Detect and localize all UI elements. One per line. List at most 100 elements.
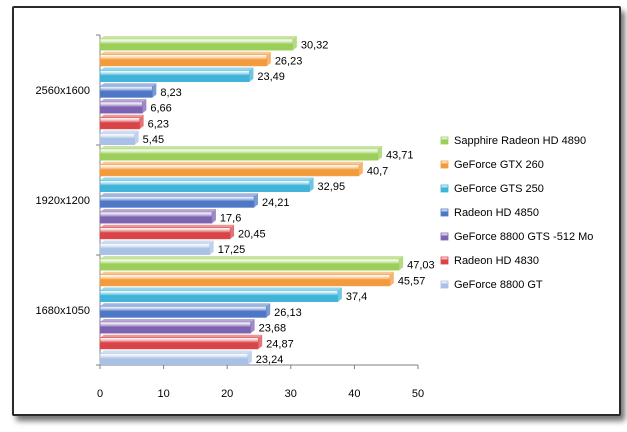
bar-side-face bbox=[211, 209, 216, 224]
data-label: 6,23 bbox=[148, 118, 169, 130]
bar bbox=[99, 133, 135, 145]
legend-label: GeForce GTS 250 bbox=[454, 183, 544, 195]
bar-side-face bbox=[142, 99, 147, 114]
data-label: 24,87 bbox=[266, 338, 294, 350]
legend-swatch bbox=[440, 208, 449, 217]
bar-top-face bbox=[100, 287, 342, 291]
bar-side-face bbox=[266, 303, 271, 318]
data-label: 17,25 bbox=[218, 244, 246, 256]
bar-side-face bbox=[389, 271, 394, 286]
bar bbox=[99, 290, 339, 302]
data-label: 32,95 bbox=[318, 181, 346, 193]
data-label: 43,71 bbox=[386, 150, 414, 162]
data-label: 17,6 bbox=[220, 213, 241, 225]
bar bbox=[99, 54, 268, 67]
legend-label: GeForce 8800 GT bbox=[454, 279, 543, 291]
x-tick-label: 30 bbox=[285, 388, 297, 400]
bar bbox=[99, 86, 153, 98]
bar bbox=[99, 243, 210, 255]
bar-top-face bbox=[100, 209, 216, 212]
category-label: 1920x1200 bbox=[36, 195, 90, 207]
x-tick-label: 0 bbox=[97, 388, 103, 400]
category-label: 2560x1600 bbox=[36, 85, 90, 97]
x-tick-label: 50 bbox=[412, 388, 424, 400]
data-label: 40,7 bbox=[367, 165, 388, 177]
bar-top-face bbox=[100, 99, 147, 102]
bar-top-face bbox=[100, 350, 252, 354]
bar-side-face bbox=[134, 130, 139, 145]
data-label: 23,24 bbox=[256, 354, 284, 366]
data-label: 45,57 bbox=[398, 275, 426, 287]
bar-side-face bbox=[250, 319, 255, 334]
data-label: 8,23 bbox=[160, 87, 181, 99]
bar bbox=[99, 274, 391, 287]
x-tick-label: 20 bbox=[221, 388, 233, 400]
bar bbox=[99, 196, 255, 208]
bar-side-face bbox=[139, 114, 144, 129]
bar-side-face bbox=[249, 67, 254, 82]
bar-top-face bbox=[100, 114, 144, 118]
data-label: 47,03 bbox=[407, 260, 435, 272]
data-label: 37,4 bbox=[346, 291, 367, 303]
bar-top-face bbox=[100, 161, 363, 165]
data-label: 26,23 bbox=[275, 55, 303, 67]
data-label: 5,45 bbox=[143, 134, 164, 146]
x-tick-label: 40 bbox=[348, 388, 360, 400]
bar bbox=[99, 180, 310, 192]
bar-top-face bbox=[100, 193, 258, 197]
bar-top-face bbox=[100, 51, 271, 55]
bar bbox=[99, 101, 143, 114]
bar-top-face bbox=[100, 83, 157, 87]
bar bbox=[99, 164, 360, 177]
bar-top-face bbox=[100, 319, 255, 322]
data-label: 23,68 bbox=[259, 323, 287, 335]
bar bbox=[99, 258, 400, 271]
bar-side-face bbox=[358, 161, 363, 176]
bar-side-face bbox=[253, 193, 258, 208]
bar bbox=[99, 148, 379, 161]
bar-side-face bbox=[230, 224, 235, 239]
bar-top-face bbox=[100, 146, 382, 149]
legend-label: GeForce 8800 GTS -512 Mo bbox=[454, 231, 593, 243]
legend-swatch bbox=[440, 184, 449, 193]
bar-top-face bbox=[100, 256, 404, 259]
bar bbox=[99, 321, 251, 334]
bar-side-face bbox=[209, 240, 214, 255]
data-label: 6,66 bbox=[150, 103, 171, 115]
bar bbox=[99, 353, 249, 365]
bar-top-face bbox=[100, 240, 214, 244]
legend-swatch bbox=[440, 160, 449, 169]
bar-side-face bbox=[399, 256, 404, 271]
x-tick-label: 10 bbox=[157, 388, 169, 400]
bar bbox=[99, 306, 267, 318]
bar-side-face bbox=[247, 350, 252, 365]
bar-side-face bbox=[266, 51, 271, 66]
legend-swatch bbox=[440, 232, 449, 241]
legend-swatch bbox=[440, 280, 449, 289]
bar-top-face bbox=[100, 177, 314, 181]
legend-swatch bbox=[440, 136, 449, 145]
legend-label: GeForce GTX 260 bbox=[454, 159, 544, 171]
legend-swatch bbox=[440, 256, 449, 265]
bar-top-face bbox=[100, 271, 394, 275]
legend-label: Radeon HD 4850 bbox=[454, 207, 539, 219]
bar bbox=[99, 337, 259, 350]
bar-top-face bbox=[100, 67, 254, 71]
bar-top-face bbox=[100, 224, 235, 228]
data-label: 26,13 bbox=[274, 307, 302, 319]
bar bbox=[99, 38, 294, 51]
data-label: 30,32 bbox=[301, 40, 329, 52]
category-label: 1680x1050 bbox=[36, 305, 90, 317]
bar bbox=[99, 117, 140, 130]
data-label: 20,45 bbox=[238, 228, 266, 240]
bar-top-face bbox=[100, 334, 263, 338]
data-label: 23,49 bbox=[257, 71, 285, 83]
bar-top-face bbox=[100, 130, 139, 134]
bar-side-face bbox=[258, 334, 263, 349]
legend-label: Sapphire Radeon HD 4890 bbox=[454, 135, 586, 147]
bar bbox=[99, 227, 231, 240]
bar bbox=[99, 211, 213, 224]
bar-side-face bbox=[337, 287, 342, 302]
bar-side-face bbox=[309, 177, 314, 192]
